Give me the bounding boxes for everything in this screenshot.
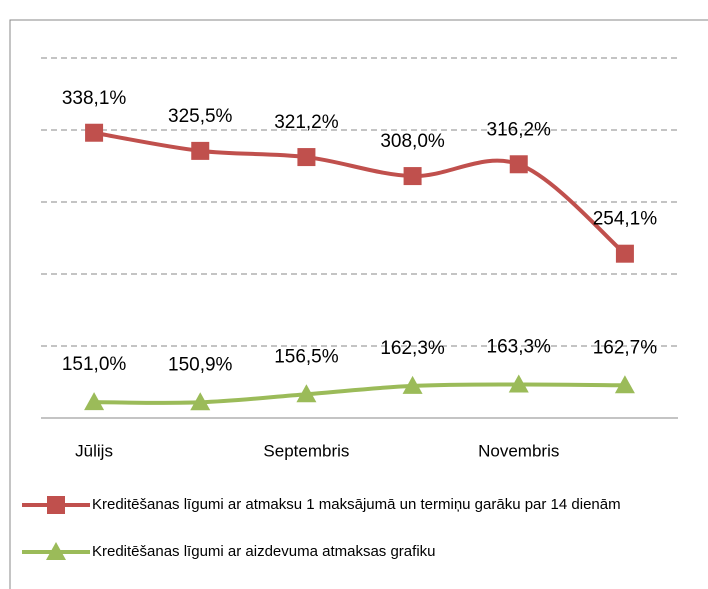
data-point [508,374,529,393]
data-label: 254,1% [593,209,658,230]
data-label: 163,3% [487,336,552,357]
data-point [403,167,422,186]
data-label: 308,0% [380,131,445,152]
data-label: 162,3% [380,338,445,359]
legend-label: Kreditēšanas līgumi ar aizdevuma atmaksa… [92,543,436,560]
data-label: 321,2% [274,112,339,133]
x-tick-label: Septembris [263,441,349,460]
chart-frame [9,19,708,589]
series-line [93,130,627,256]
data-label: 162,7% [593,337,658,358]
data-point [402,375,423,394]
data-point [296,384,317,403]
data-label: 316,2% [487,119,552,140]
x-tick-label: Jūlijs [75,441,113,460]
data-point [614,375,635,394]
series-line [94,382,625,405]
data-point [84,392,105,411]
data-label: 325,5% [168,106,233,127]
x-tick-label: Novembris [478,441,559,460]
legend-marker [47,496,65,514]
data-label: 338,1% [62,88,127,109]
data-label: 151,0% [62,354,127,375]
data-label: 156,5% [274,346,339,367]
data-point [85,123,104,142]
data-point [297,148,316,167]
data-point [190,392,211,411]
legend-label: Kreditēšanas līgumi ar atmaksu 1 maksāju… [92,496,621,513]
legend-marker [46,542,66,560]
data-point [615,244,634,263]
data-point [191,141,210,160]
data-point [509,155,528,174]
data-label: 150,9% [168,354,233,375]
